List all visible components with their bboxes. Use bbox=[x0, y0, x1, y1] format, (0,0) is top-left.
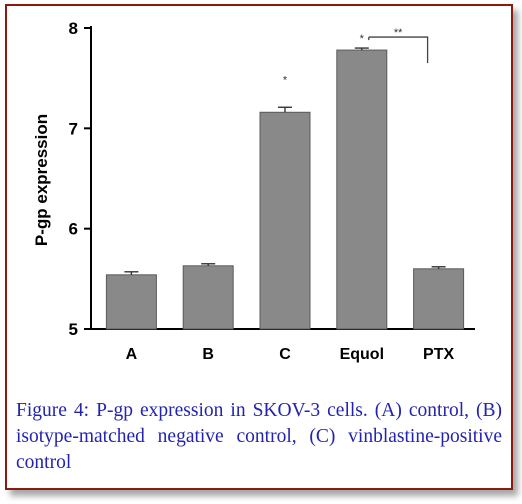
y-tick-label: 8 bbox=[69, 19, 78, 38]
bar bbox=[105, 274, 157, 330]
category-label: C bbox=[279, 346, 291, 363]
y-tick-label: 7 bbox=[69, 119, 78, 138]
bar bbox=[182, 265, 234, 330]
y-axis-label: P-gp expression bbox=[32, 114, 51, 246]
bar bbox=[259, 111, 311, 330]
figure-caption: Figure 4: P-gp expression in SKOV-3 cell… bbox=[16, 400, 502, 473]
significance-bracket bbox=[368, 36, 429, 64]
bar bbox=[336, 49, 388, 330]
significance-marker: * bbox=[283, 74, 288, 86]
significance-marker: * bbox=[360, 33, 365, 45]
figure-frame bbox=[5, 4, 513, 490]
bar bbox=[413, 268, 465, 330]
y-tick-label: 5 bbox=[69, 320, 78, 339]
category-label: Equol bbox=[340, 346, 384, 363]
significance-bracket-label: ** bbox=[394, 27, 403, 39]
category-label: A bbox=[126, 346, 138, 363]
category-label: B bbox=[202, 346, 214, 363]
category-label: PTX bbox=[423, 346, 454, 363]
y-tick-label: 6 bbox=[69, 220, 78, 239]
